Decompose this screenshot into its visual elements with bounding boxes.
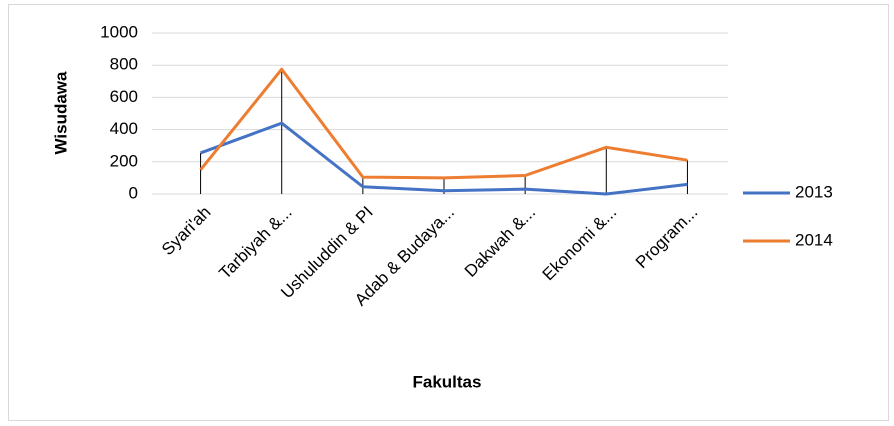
chart-frame bbox=[8, 4, 889, 421]
y-tick-label: 1000 bbox=[100, 22, 138, 41]
series-line bbox=[200, 121, 688, 196]
legend-label: 2014 bbox=[795, 230, 833, 249]
legend-label: 2013 bbox=[795, 182, 833, 201]
x-axis-title: Fakultas bbox=[413, 372, 482, 391]
y-tick-label: 0 bbox=[129, 183, 138, 202]
y-tick-label: 200 bbox=[110, 151, 138, 170]
y-tick-label: 600 bbox=[110, 87, 138, 106]
series-line bbox=[199, 67, 688, 180]
y-axis-title: Wisudawa bbox=[51, 71, 70, 155]
y-tick-label: 400 bbox=[110, 119, 138, 138]
y-tick-label: 800 bbox=[110, 55, 138, 74]
